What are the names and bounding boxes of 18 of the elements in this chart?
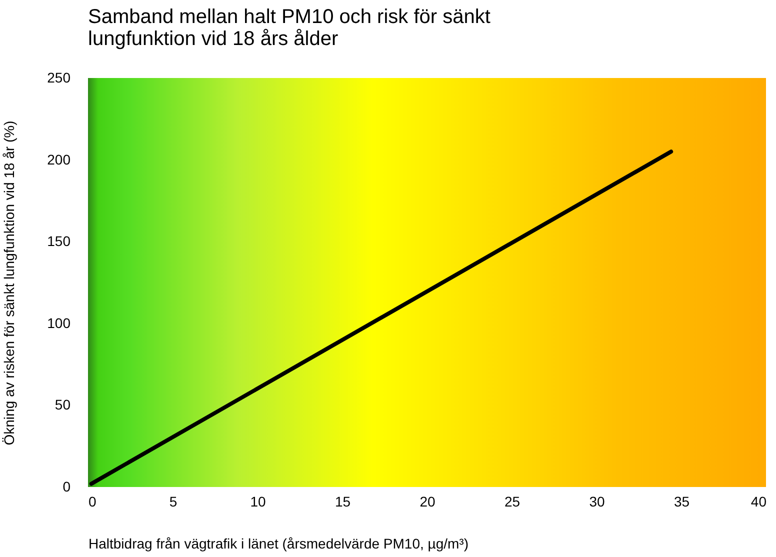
- x-tick-label: 10: [250, 494, 266, 510]
- y-tick-label: 250: [47, 70, 71, 86]
- x-tick-label: 20: [420, 494, 436, 510]
- x-tick-label: 35: [674, 494, 690, 510]
- x-axis-title: Haltbidrag från vägtrafik i länet (årsmedelvärde PM10, µg/m³): [88, 536, 468, 552]
- y-tick-label: 150: [47, 233, 71, 250]
- y-tick-label: 100: [47, 314, 71, 331]
- x-tick-label: 15: [334, 494, 351, 510]
- y-tick-label: 200: [47, 151, 71, 168]
- x-tick-label: 25: [504, 494, 520, 510]
- x-tick-label: 30: [589, 494, 605, 510]
- x-tick-label: 5: [169, 494, 178, 510]
- y-tick-label: 0: [62, 478, 71, 494]
- x-tick-label: 40: [750, 494, 767, 510]
- chart-title: Samband mellan halt PM10 och risk för sänkt lungfunktion vid 18 års ålder: [88, 6, 492, 50]
- y-tick-label: 50: [54, 396, 71, 413]
- y-axis-title: Ökning av risken för sänkt lungfunktion vid 18 år (%): [1, 120, 18, 446]
- x-tick-label: 0: [88, 494, 96, 510]
